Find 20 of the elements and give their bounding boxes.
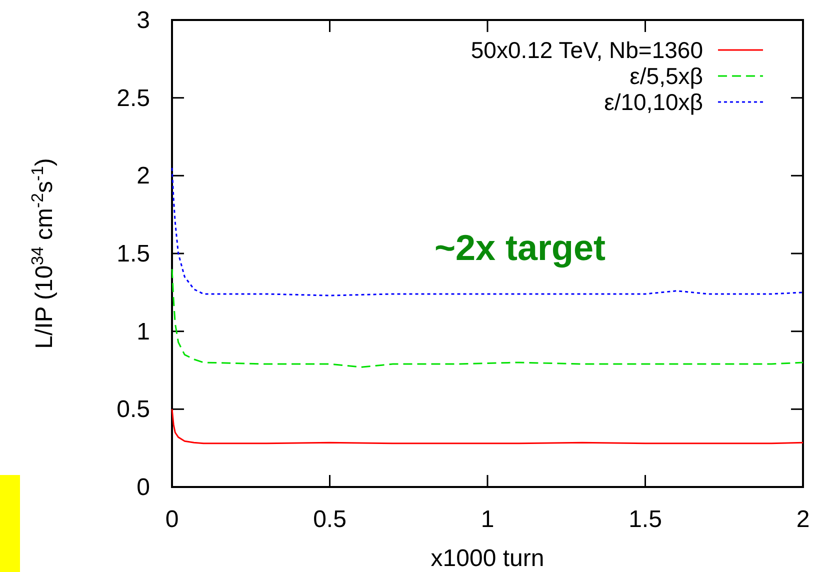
annotation: ~2x target	[434, 227, 606, 268]
x-tick-label: 0	[165, 506, 179, 533]
y-tick-label: 1	[136, 318, 150, 346]
y-tick-label: 0.5	[116, 396, 150, 424]
line-series	[171, 268, 804, 368]
x-tick-label: 1.5	[628, 506, 662, 533]
x-axis-title: x1000 turn	[430, 545, 544, 572]
x-tick-label: 2	[796, 506, 810, 533]
line-series	[171, 167, 804, 296]
legend-label: ε/10,10xβ	[604, 89, 703, 115]
y-tick-label: 0	[136, 474, 150, 501]
line-series	[171, 408, 804, 444]
legend-label: ε/5,5xβ	[630, 63, 703, 89]
x-tick-label: 1	[480, 506, 494, 533]
x-tick-label: 0.5	[313, 506, 346, 533]
y-tick-label: 2.5	[116, 84, 150, 112]
y-tick-label: 1.5	[116, 240, 150, 268]
y-tick-label: 2	[136, 162, 150, 190]
y-tick-label: 3	[136, 7, 150, 34]
legend-label: 50x0.12 TeV, Nb=1360	[470, 37, 703, 63]
